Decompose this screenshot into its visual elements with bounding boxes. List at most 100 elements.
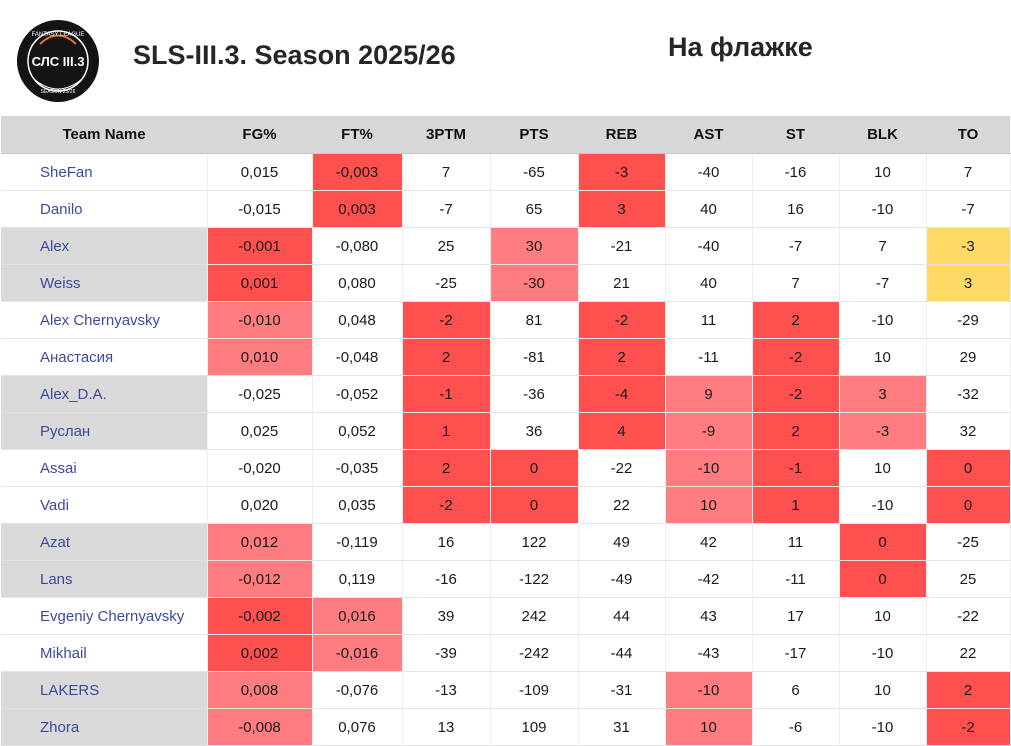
- table-row: Assai -0,020 -0,035 2 0 -22 -10 -1 10 0: [1, 449, 1011, 487]
- stat-cell: 0: [926, 486, 1011, 524]
- stat-cell: -40: [665, 227, 753, 265]
- stat-cell: -0,025: [207, 375, 313, 413]
- team-name-cell: Evgeniy Chernyavsky: [1, 597, 208, 635]
- stat-cell: -40: [665, 153, 753, 191]
- stat-cell: -0,048: [312, 338, 403, 376]
- stat-cell: 21: [578, 264, 666, 302]
- stat-cell: -16: [752, 153, 840, 191]
- stat-cell: 0,003: [312, 190, 403, 228]
- table-row: Lans -0,012 0,119 -16 -122 -49 -42 -11 0 25: [1, 560, 1011, 598]
- stat-cell: 31: [578, 708, 666, 746]
- stat-cell: 10: [665, 708, 753, 746]
- stat-cell: 7: [926, 153, 1011, 191]
- table-row: Alex_D.A. -0,025 -0,052 -1 -36 -4 9 -2 3 -32: [1, 375, 1011, 413]
- stat-cell: -0,012: [207, 560, 313, 598]
- team-name-cell: Руслан: [1, 412, 208, 450]
- stat-cell: 0: [839, 560, 927, 598]
- stat-cell: -0,052: [312, 375, 403, 413]
- stat-cell: 0,080: [312, 264, 403, 302]
- stat-cell: 43: [665, 597, 753, 635]
- stat-cell: 13: [402, 708, 491, 746]
- stat-cell: 81: [490, 301, 579, 339]
- stat-cell: 10: [839, 597, 927, 635]
- table-row: LAKERS 0,008 -0,076 -13 -109 -31 -10 6 10 2: [1, 671, 1011, 709]
- team-name-cell: LAKERS: [1, 671, 208, 709]
- stat-cell: 1: [752, 486, 840, 524]
- stat-cell: -22: [926, 597, 1011, 635]
- team-name-cell: Mikhail: [1, 634, 208, 672]
- stat-cell: 16: [402, 523, 491, 561]
- stat-cell: 0,008: [207, 671, 313, 709]
- stat-cell: -0,002: [207, 597, 313, 635]
- stat-cell: 22: [926, 634, 1011, 672]
- stat-cell: -7: [752, 227, 840, 265]
- stat-cell: 17: [752, 597, 840, 635]
- logo-ring-top: FANTASY LEAGUE: [32, 32, 85, 38]
- stat-cell: -0,010: [207, 301, 313, 339]
- stat-cell: 10: [665, 486, 753, 524]
- stat-cell: 4: [578, 412, 666, 450]
- stat-cell: -16: [402, 560, 491, 598]
- stat-cell: -10: [665, 671, 753, 709]
- stat-cell: -31: [578, 671, 666, 709]
- stat-cell: -39: [402, 634, 491, 672]
- stat-cell: 2: [752, 412, 840, 450]
- stat-cell: 22: [578, 486, 666, 524]
- stat-cell: -0,008: [207, 708, 313, 746]
- stat-cell: -2: [402, 301, 491, 339]
- stat-cell: -7: [402, 190, 491, 228]
- stat-cell: 0,119: [312, 560, 403, 598]
- table-row: SheFan 0,015 -0,003 7 -65 -3 -40 -16 10 7: [1, 153, 1011, 191]
- stat-cell: 0,025: [207, 412, 313, 450]
- stat-cell: -3: [839, 412, 927, 450]
- stat-cell: -4: [578, 375, 666, 413]
- stat-cell: -0,003: [312, 153, 403, 191]
- team-name-cell: Vadi: [1, 486, 208, 524]
- stat-cell: -10: [839, 708, 927, 746]
- table-row: Evgeniy Chernyavsky -0,002 0,016 39 242 44 43 1…: [1, 597, 1011, 635]
- table-row: Alex Chernyavsky -0,010 0,048 -2 81 -2 11 2 -10-…: [1, 301, 1011, 339]
- stat-cell: 3: [926, 264, 1011, 302]
- column-header: TO: [926, 116, 1010, 154]
- stat-cell: 1: [402, 412, 491, 450]
- stat-cell: -0,119: [312, 523, 403, 561]
- matchup-table: Team Name FG% FT% 3PTM PTS REB AST ST BLK TO SheF…: [1, 116, 1011, 746]
- stat-cell: -2: [578, 301, 666, 339]
- column-header: FG%: [207, 116, 312, 154]
- stat-cell: 11: [665, 301, 753, 339]
- stat-cell: -25: [402, 264, 491, 302]
- stat-cell: 10: [839, 153, 927, 191]
- stat-cell: -10: [839, 486, 927, 524]
- stat-cell: -109: [490, 671, 579, 709]
- stat-cell: -36: [490, 375, 579, 413]
- page-subtitle: На флажке: [668, 32, 813, 62]
- stat-cell: -9: [665, 412, 753, 450]
- stat-cell: 0,016: [312, 597, 403, 635]
- team-name-cell: SheFan: [1, 153, 208, 191]
- stat-cell: 11: [752, 523, 840, 561]
- table-header-row: Team Name FG% FT% 3PTM PTS REB AST ST BLK TO: [1, 116, 1010, 154]
- table-row: Danilo -0,015 0,003 -7 65 3 40 16 -10 -7: [1, 190, 1011, 228]
- stat-cell: 49: [578, 523, 666, 561]
- table-row: Vadi 0,020 0,035 -2 0 22 10 1 -10 0: [1, 486, 1011, 524]
- column-header: REB: [578, 116, 665, 154]
- table-row: Анастасия 0,010 -0,048 2 -81 2 -11 -2 10 29: [1, 338, 1011, 376]
- stat-cell: 2: [926, 671, 1011, 709]
- stat-cell: -7: [839, 264, 927, 302]
- stat-cell: -11: [665, 338, 753, 376]
- stat-cell: 2: [578, 338, 666, 376]
- stat-cell: -0,015: [207, 190, 313, 228]
- stat-cell: -0,016: [312, 634, 403, 672]
- stat-cell: 2: [752, 301, 840, 339]
- stat-cell: 0,001: [207, 264, 313, 302]
- team-name-cell: Alex_D.A.: [1, 375, 208, 413]
- stat-cell: 0,002: [207, 634, 313, 672]
- team-name-cell: Zhora: [1, 708, 208, 746]
- stat-cell: -0,001: [207, 227, 313, 265]
- stat-cell: 40: [665, 190, 753, 228]
- stat-cell: -17: [752, 634, 840, 672]
- team-name-cell: Weiss: [1, 264, 208, 302]
- stat-cell: -11: [752, 560, 840, 598]
- stat-cell: 242: [490, 597, 579, 635]
- stat-cell: 32: [926, 412, 1011, 450]
